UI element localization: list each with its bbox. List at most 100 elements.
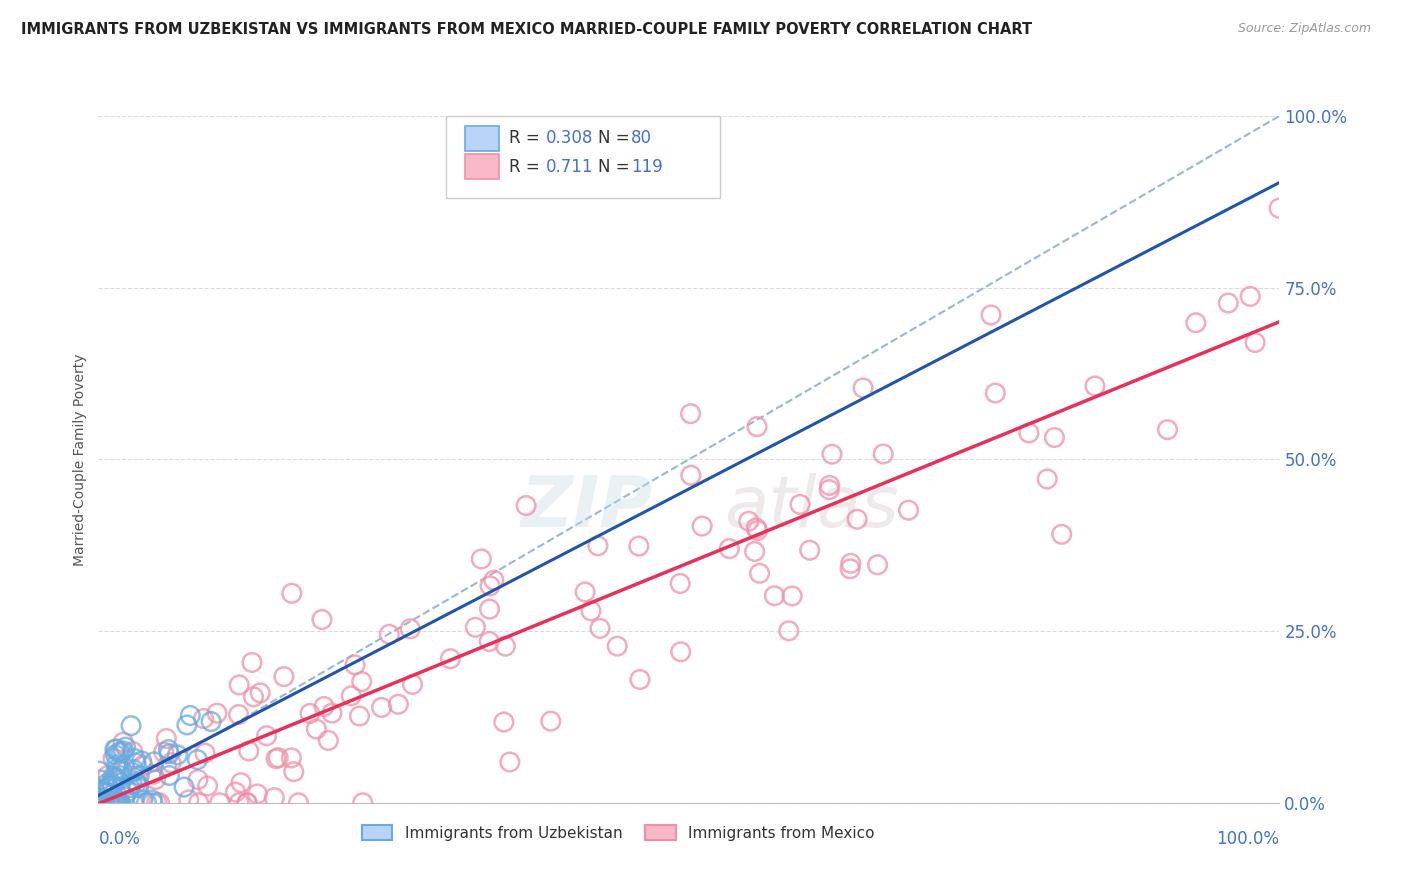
Point: [314, 699, 336, 714]
Point: [145, 772, 167, 787]
Point: [1268, 201, 1291, 215]
Point: [606, 639, 628, 653]
Point: [228, 678, 250, 692]
Point: [118, 780, 141, 795]
Point: [589, 621, 612, 635]
Text: N =: N =: [598, 158, 634, 176]
Point: [187, 772, 209, 787]
Point: [101, 751, 124, 765]
Point: [1050, 527, 1073, 541]
Text: IMMIGRANTS FROM UZBEKISTAN VS IMMIGRANTS FROM MEXICO MARRIED-COUPLE FAMILY POVER: IMMIGRANTS FROM UZBEKISTAN VS IMMIGRANTS…: [21, 22, 1032, 37]
Point: [98, 796, 121, 810]
Point: [984, 386, 1007, 401]
Point: [97, 781, 120, 796]
Point: [1218, 296, 1240, 310]
Point: [157, 742, 180, 756]
Point: [378, 627, 401, 641]
Point: [349, 709, 371, 723]
Point: [669, 576, 692, 591]
Point: [321, 706, 343, 720]
Point: [127, 778, 149, 792]
Point: [103, 796, 125, 810]
Point: [90, 796, 112, 810]
Point: [478, 634, 501, 648]
Point: [298, 706, 321, 721]
Text: N =: N =: [598, 129, 634, 147]
Point: [1185, 316, 1208, 330]
Point: [107, 796, 129, 810]
Point: [839, 556, 862, 570]
Point: [470, 552, 492, 566]
Point: [690, 519, 713, 533]
Point: [98, 794, 121, 808]
Point: [110, 769, 132, 783]
Point: [187, 796, 209, 810]
Point: [104, 742, 127, 756]
Point: [1036, 472, 1059, 486]
Point: [152, 745, 174, 759]
Point: [350, 674, 373, 689]
Point: [112, 744, 135, 758]
Point: [186, 753, 208, 767]
Point: [344, 657, 367, 672]
Point: [280, 751, 302, 765]
Point: [173, 780, 195, 794]
Point: [166, 747, 188, 762]
Point: [1018, 425, 1040, 440]
Point: [127, 780, 149, 795]
Point: [679, 407, 702, 421]
Point: [464, 620, 486, 634]
Point: [177, 793, 200, 807]
Point: [789, 497, 811, 511]
Point: [236, 796, 259, 810]
Point: [246, 787, 269, 801]
Point: [352, 796, 374, 810]
Point: [105, 796, 128, 810]
Point: [93, 791, 115, 805]
Point: [1043, 430, 1066, 444]
Point: [818, 478, 841, 492]
Point: [100, 796, 122, 810]
Point: [540, 714, 562, 728]
Point: [318, 733, 340, 747]
Point: [745, 419, 768, 434]
Point: [101, 779, 124, 793]
Point: [311, 613, 333, 627]
Point: [105, 796, 128, 810]
Point: [91, 795, 114, 809]
Point: [94, 777, 117, 791]
Point: [499, 755, 522, 769]
Point: [586, 539, 609, 553]
Point: [205, 706, 228, 721]
Legend: Immigrants from Uzbekistan, Immigrants from Mexico: Immigrants from Uzbekistan, Immigrants f…: [356, 819, 880, 847]
Point: [132, 758, 155, 772]
Text: ZIP: ZIP: [522, 473, 654, 542]
Point: [101, 796, 124, 810]
Point: [763, 589, 786, 603]
Point: [125, 776, 148, 790]
Point: [200, 714, 222, 729]
Point: [479, 579, 502, 593]
Point: [94, 796, 117, 810]
Point: [579, 604, 602, 618]
Point: [821, 447, 844, 461]
Text: 0.308: 0.308: [546, 129, 593, 147]
Point: [273, 670, 295, 684]
Text: 0.0%: 0.0%: [98, 830, 141, 848]
Point: [401, 677, 423, 691]
Point: [108, 745, 131, 759]
Point: [281, 586, 304, 600]
Point: [249, 686, 271, 700]
Point: [492, 714, 515, 729]
Point: [89, 796, 111, 810]
Point: [846, 512, 869, 526]
Point: [780, 589, 803, 603]
Point: [114, 740, 136, 755]
Point: [87, 792, 110, 806]
Point: [105, 742, 128, 756]
Point: [748, 566, 770, 581]
Point: [156, 759, 179, 773]
Text: 0.711: 0.711: [546, 158, 593, 176]
Point: [980, 308, 1002, 322]
Point: [738, 514, 761, 528]
